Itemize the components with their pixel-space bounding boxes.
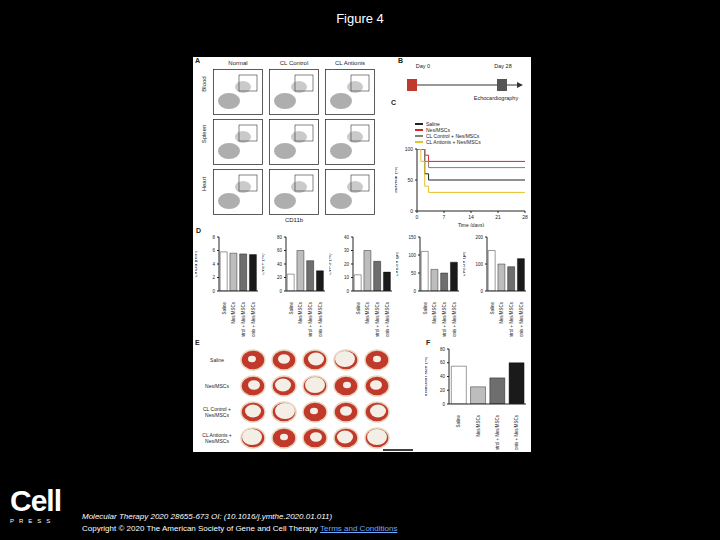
- html-text:A: A: [195, 57, 201, 64]
- html-text:Day 0: Day 0: [415, 63, 431, 69]
- svg-text:Saline: Saline: [356, 302, 361, 315]
- svg-text:6: 6: [212, 248, 215, 253]
- svg-text:100: 100: [405, 146, 414, 152]
- svg-text:60: 60: [440, 360, 446, 365]
- svg-text:50: 50: [411, 271, 417, 276]
- svg-text:200: 200: [475, 235, 483, 240]
- svg-text:CL Control + Nes/MSCs: CL Control + Nes/MSCs: [241, 301, 246, 337]
- html-text:Cell: Cell: [10, 484, 61, 517]
- svg-text:14: 14: [468, 214, 474, 220]
- svg-text:Nes/MSCs: Nes/MSCs: [365, 301, 370, 323]
- html-text:Day 28: Day 28: [494, 63, 512, 69]
- html-text:Nes/MSCs: Nes/MSCs: [426, 127, 450, 133]
- svg-text:0: 0: [442, 402, 445, 407]
- html-text:Spleen: Spleen: [201, 124, 207, 144]
- svg-text:4: 4: [212, 262, 215, 267]
- html-text:CL Control: CL Control: [279, 60, 309, 66]
- html-text:Saline: Saline: [210, 357, 224, 363]
- svg-text:10: 10: [344, 275, 350, 280]
- svg-text:0: 0: [416, 214, 419, 220]
- svg-text:LVIDd (mm): LVIDd (mm): [195, 250, 198, 277]
- svg-text:Saline: Saline: [490, 302, 495, 315]
- html-text:Nes/MSCs: Nes/MSCs: [205, 383, 229, 389]
- svg-text:0: 0: [212, 289, 215, 294]
- svg-text:Nes/MSCs: Nes/MSCs: [432, 301, 437, 323]
- html-text:CL Control + Nes/MSCs: CL Control + Nes/MSCs: [426, 133, 480, 139]
- html-text:CD11b: CD11b: [284, 217, 304, 223]
- svg-text:CL Antionis + Nes/MSCs: CL Antionis + Nes/MSCs: [318, 301, 323, 337]
- svg-text:2: 2: [212, 275, 215, 280]
- svg-text:21: 21: [495, 214, 501, 220]
- html-text:CL Antionis + Nes/MSCs: CL Antionis + Nes/MSCs: [202, 432, 232, 444]
- html-text:Normal: Normal: [228, 60, 248, 66]
- svg-text:30: 30: [344, 248, 350, 253]
- svg-text:20: 20: [344, 262, 350, 267]
- svg-text:Saline: Saline: [456, 415, 461, 428]
- html-text:Echocardiography: Echocardiography: [473, 95, 519, 101]
- svg-text:0: 0: [346, 289, 349, 294]
- svg-text:Nes/MSCs: Nes/MSCs: [499, 301, 504, 323]
- svg-text:150: 150: [408, 235, 416, 240]
- svg-text:LVESV (μl): LVESV (μl): [396, 251, 399, 276]
- html-text:Figure 4: Figure 4: [336, 11, 384, 26]
- svg-text:LVFS (%): LVFS (%): [329, 253, 332, 275]
- svg-text:CL Antionis + Nes/MSCs: CL Antionis + Nes/MSCs: [452, 301, 457, 337]
- svg-text:80: 80: [277, 235, 283, 240]
- svg-text:28: 28: [522, 214, 528, 220]
- html-text:CL Antionis: CL Antionis: [334, 60, 366, 66]
- svg-text:Nes/MSCs: Nes/MSCs: [298, 301, 303, 323]
- html-text:Saline: Saline: [426, 121, 440, 127]
- svg-text:Time (days): Time (days): [458, 222, 485, 227]
- html-text:F: F: [426, 339, 431, 346]
- svg-text:Saline: Saline: [289, 302, 294, 315]
- svg-text:CL Control + Nes/MSCs: CL Control + Nes/MSCs: [308, 301, 313, 337]
- svg-text:0: 0: [413, 289, 416, 294]
- svg-text:100: 100: [408, 253, 416, 258]
- svg-text:20: 20: [277, 275, 283, 280]
- svg-text:0: 0: [410, 208, 413, 214]
- svg-text:20: 20: [440, 388, 446, 393]
- svg-text:50: 50: [407, 177, 413, 183]
- svg-text:40: 40: [440, 374, 446, 379]
- html-text:CL Antionis + Nes/MSCs: CL Antionis + Nes/MSCs: [426, 139, 481, 145]
- svg-text:CL Antionis + Nes/MSCs: CL Antionis + Nes/MSCs: [385, 301, 390, 337]
- html-text:D: D: [196, 227, 202, 234]
- svg-text:100: 100: [475, 262, 483, 267]
- svg-text:Saline: Saline: [423, 302, 428, 315]
- html-text:Heart: Heart: [201, 176, 207, 192]
- html-text:CL Control + Nes/MSCs: CL Control + Nes/MSCs: [203, 406, 231, 418]
- svg-text:Survival (%): Survival (%): [395, 166, 398, 193]
- svg-text:CL Control + Nes/MSCs: CL Control + Nes/MSCs: [375, 301, 380, 337]
- svg-text:Nes/MSCs: Nes/MSCs: [231, 301, 236, 323]
- svg-text:8: 8: [212, 235, 215, 240]
- svg-text:CL Antionis + Nes/MSCs: CL Antionis + Nes/MSCs: [519, 301, 524, 337]
- svg-text:CL Control + Nes/MSCs: CL Control + Nes/MSCs: [495, 414, 500, 450]
- svg-text:LVEF (%): LVEF (%): [262, 253, 265, 275]
- svg-text:80: 80: [440, 347, 446, 352]
- svg-text:CL Antionis + Nes/MSCs: CL Antionis + Nes/MSCs: [251, 301, 256, 337]
- svg-text:40: 40: [277, 262, 283, 267]
- svg-text:CL Control + Nes/MSCs: CL Control + Nes/MSCs: [509, 301, 514, 337]
- svg-text:Nes/MSCs: Nes/MSCs: [476, 414, 481, 436]
- html-text:B: B: [398, 57, 404, 64]
- svg-text:CL Antionis + Nes/MSCs: CL Antionis + Nes/MSCs: [514, 414, 519, 450]
- svg-text:0: 0: [480, 289, 483, 294]
- svg-text:40: 40: [344, 235, 350, 240]
- html-text:Blood: Blood: [201, 76, 207, 92]
- svg-text:CL Control + Nes/MSCs: CL Control + Nes/MSCs: [442, 301, 447, 337]
- html-text:E: E: [195, 339, 200, 346]
- html-text:PRESS: PRESS: [10, 518, 56, 524]
- html-text:C: C: [391, 99, 397, 106]
- svg-text:LVEDV (μl): LVEDV (μl): [463, 251, 466, 276]
- svg-text:Saline: Saline: [222, 302, 227, 315]
- svg-text:7: 7: [443, 214, 446, 220]
- svg-text:Infarction size (%): Infarction size (%): [425, 356, 428, 396]
- svg-text:60: 60: [277, 248, 283, 253]
- html-text:Copyright © 2020 The American: Copyright © 2020 The American Society of…: [82, 524, 398, 533]
- svg-text:0: 0: [279, 289, 282, 294]
- html-text:Molecular Therapy 2020 28655-6: Molecular Therapy 2020 28655-673 OI: (10…: [82, 512, 333, 521]
